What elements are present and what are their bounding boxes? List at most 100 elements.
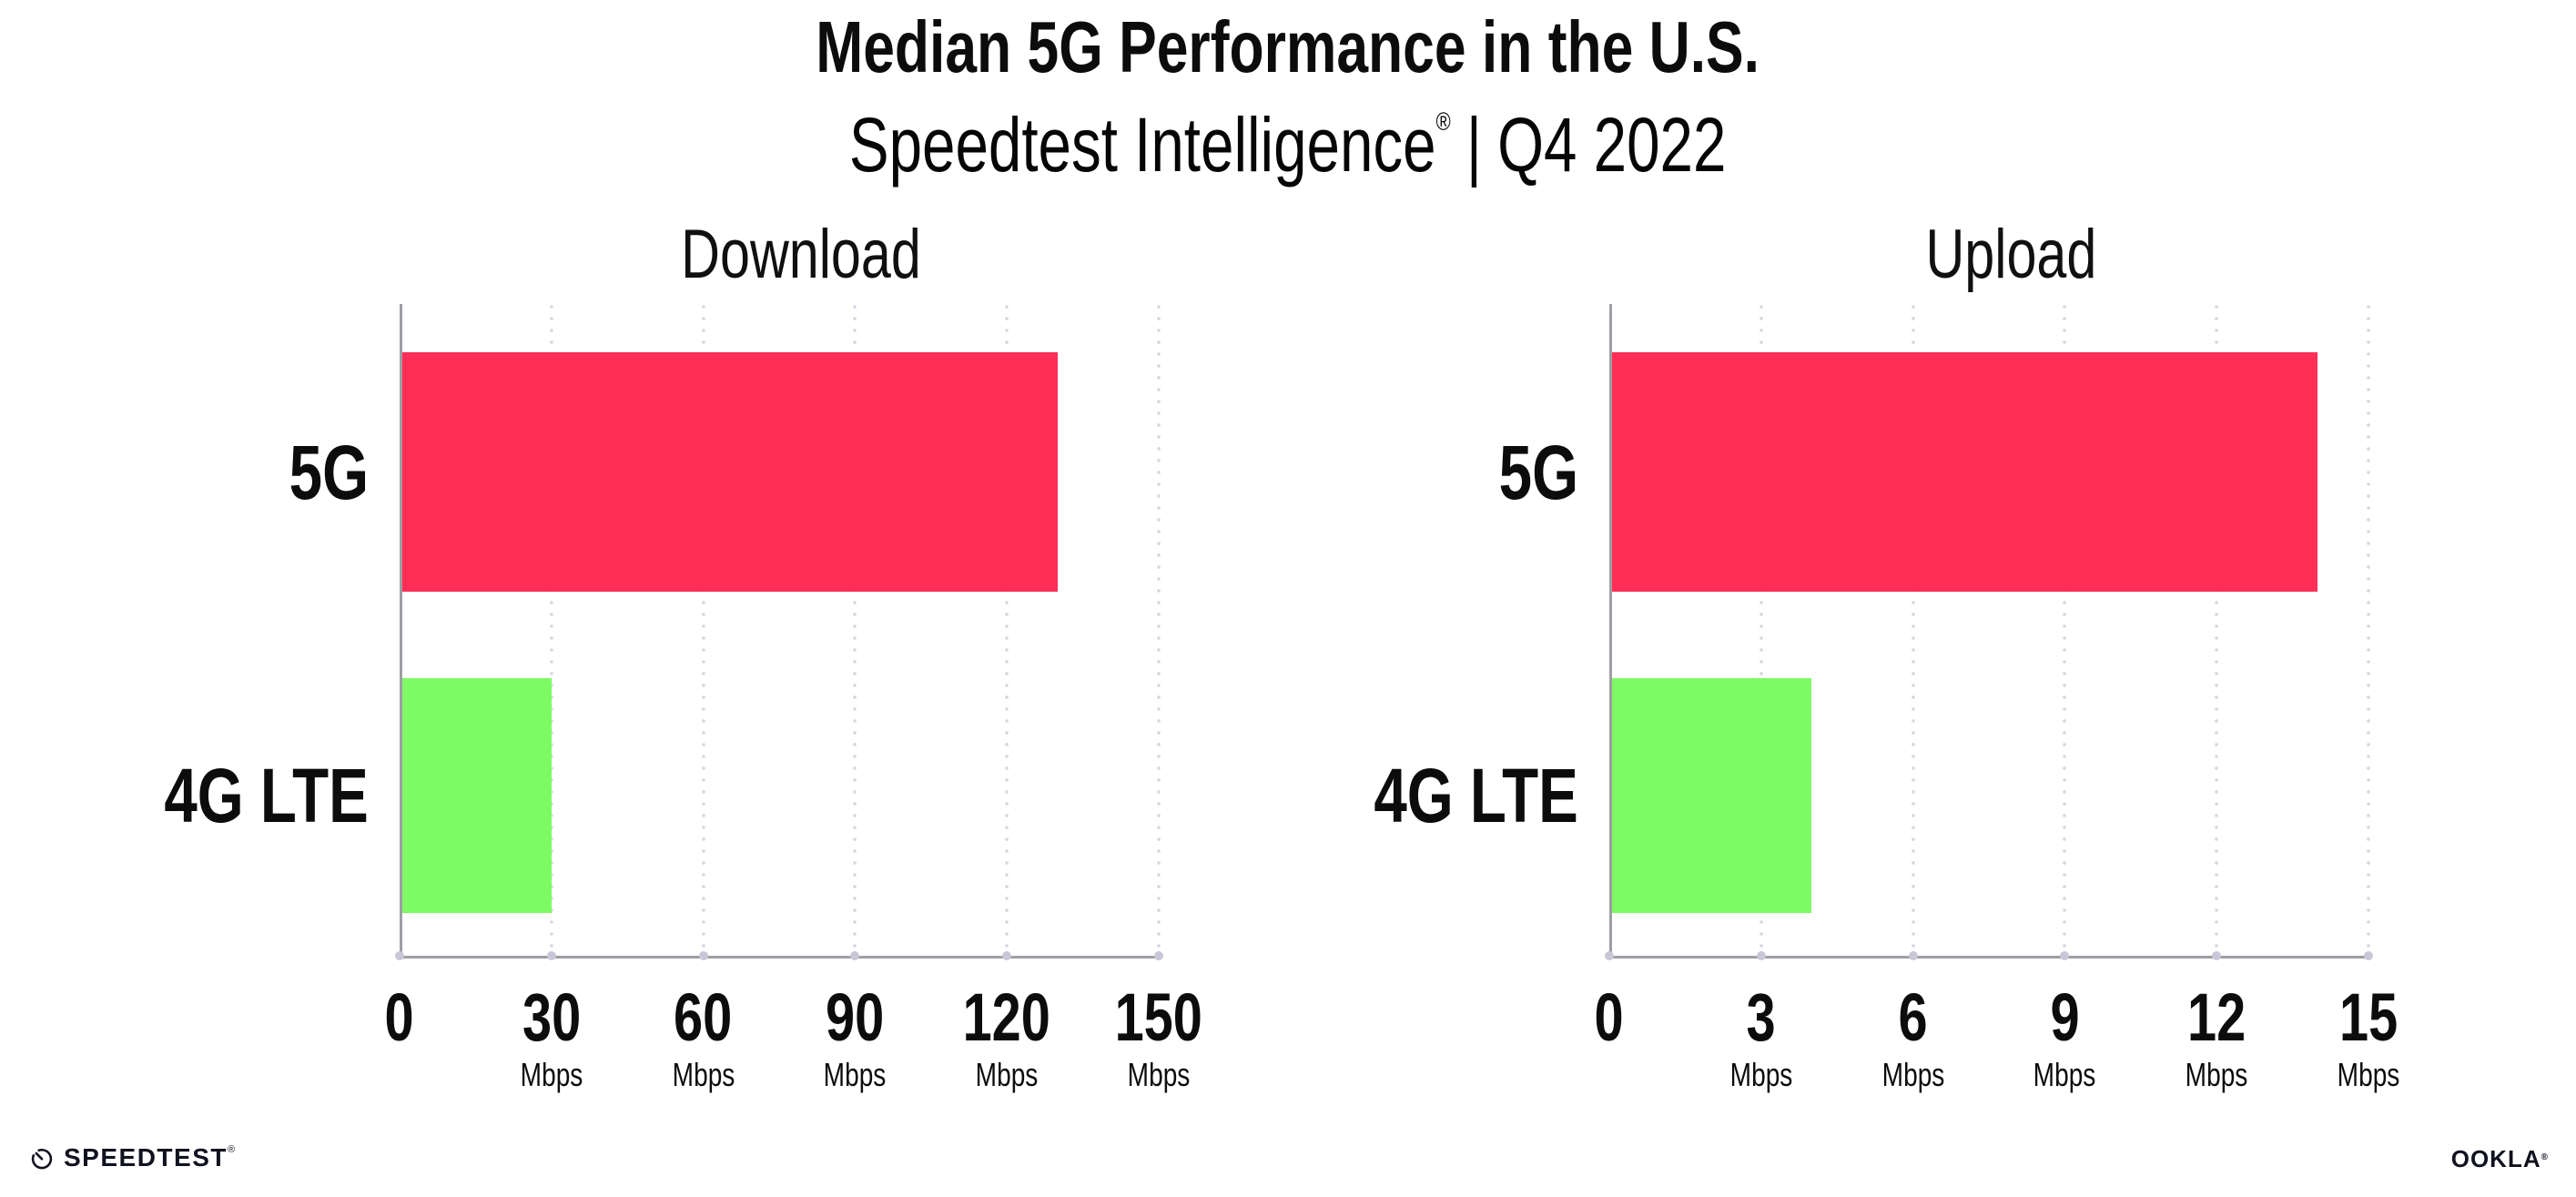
gridline-upload-12 xyxy=(2215,304,2219,956)
speedtest-registered-mark: ® xyxy=(227,1144,236,1155)
x-tick-unit-text: Mbps xyxy=(1881,1056,1944,1093)
axis-tick-dot-upload-12 xyxy=(2212,951,2222,960)
axis-tick-dot-download-0 xyxy=(395,951,404,960)
bar-4g-lte-download xyxy=(402,678,552,913)
x-tick-value-upload-6: 6 xyxy=(1813,983,2013,1052)
axis-tick-dot-download-120 xyxy=(1002,951,1012,960)
page-title-text: Median 5G Performance in the U.S. xyxy=(816,6,1760,87)
x-tick-value-download-120: 120 xyxy=(907,983,1107,1052)
x-tick-value-upload-0: 0 xyxy=(1509,983,1709,1052)
x-tick-value-download-30: 30 xyxy=(451,983,652,1052)
category-label-4g-lte-download: 4G LTE xyxy=(106,741,369,850)
axis-tick-dot-upload-6 xyxy=(1908,951,1918,960)
x-tick-value-text: 9 xyxy=(2050,979,2080,1055)
axis-tick-dot-upload-15 xyxy=(2364,951,2373,960)
page-title: Median 5G Performance in the U.S. xyxy=(0,5,2576,89)
x-tick-label-download-120: 120 Mbps xyxy=(907,983,1107,1094)
axis-tick-dot-upload-3 xyxy=(1756,951,1766,960)
speedtest-gauge-icon xyxy=(31,1148,53,1170)
gridline-download-120 xyxy=(1005,304,1009,956)
registered-trademark-mark: ® xyxy=(1435,107,1452,136)
ookla-registered-mark: ® xyxy=(2541,1152,2549,1162)
x-tick-unit-text: Mbps xyxy=(824,1056,887,1093)
x-tick-unit-upload-9: Mbps xyxy=(1964,1056,2165,1094)
axis-tick-dot-download-90 xyxy=(850,951,860,960)
x-tick-value-text: 12 xyxy=(2187,979,2246,1055)
axis-tick-dot-download-30 xyxy=(546,951,556,960)
category-label-5g-download: 5G xyxy=(267,418,369,527)
plot-area-upload xyxy=(1609,304,2371,959)
category-label-5g-upload: 5G xyxy=(1476,418,1578,527)
gridline-download-60 xyxy=(701,304,705,956)
x-tick-label-download-90: 90 Mbps xyxy=(755,983,955,1094)
category-label-text: 4G LTE xyxy=(164,753,369,838)
x-tick-label-upload-12: 12 Mbps xyxy=(2116,983,2317,1094)
x-tick-unit-text: Mbps xyxy=(2337,1056,2400,1093)
subtitle-period: Q4 2022 xyxy=(1497,102,1727,188)
x-tick-unit-upload-6: Mbps xyxy=(1813,1056,2013,1094)
x-tick-value-upload-15: 15 xyxy=(2268,983,2469,1052)
x-tick-unit-upload-15: Mbps xyxy=(2268,1056,2469,1094)
gridline-upload-15 xyxy=(2367,304,2370,956)
x-tick-value-text: 150 xyxy=(1114,979,1203,1055)
x-tick-value-download-0: 0 xyxy=(299,983,500,1052)
category-label-text: 5G xyxy=(1498,429,1578,515)
x-tick-unit-upload-12: Mbps xyxy=(2116,1056,2317,1094)
x-tick-value-download-60: 60 xyxy=(603,983,804,1052)
x-tick-label-download-150: 150 Mbps xyxy=(1059,983,1259,1094)
subtitle-separator: | xyxy=(1466,102,1483,188)
x-tick-value-download-150: 150 xyxy=(1059,983,1259,1052)
chart-title-upload-text: Upload xyxy=(1925,216,2096,293)
chart-title-download-text: Download xyxy=(681,216,921,293)
gridline-download-30 xyxy=(549,304,553,956)
gridline-upload-3 xyxy=(1759,304,1763,956)
subtitle-brand: Speedtest Intelligence xyxy=(849,102,1436,188)
x-tick-label-upload-15: 15 Mbps xyxy=(2268,983,2469,1094)
bar-4g-lte-upload xyxy=(1612,678,1812,913)
x-tick-unit-text: Mbps xyxy=(672,1056,735,1093)
ookla-wordmark: OOKLA xyxy=(2450,1145,2541,1172)
axis-tick-dot-download-60 xyxy=(698,951,708,960)
x-tick-value-text: 90 xyxy=(826,979,885,1055)
x-tick-label-upload-0: 0 xyxy=(1509,983,1709,1052)
x-tick-value-text: 0 xyxy=(384,979,415,1055)
x-tick-unit-text: Mbps xyxy=(2185,1056,2248,1093)
x-tick-unit-download-150: Mbps xyxy=(1059,1056,1259,1094)
x-tick-value-upload-12: 12 xyxy=(2116,983,2317,1052)
x-tick-unit-download-120: Mbps xyxy=(907,1056,1107,1094)
x-tick-value-text: 30 xyxy=(522,979,581,1055)
speedtest-logo: SPEEDTEST ® xyxy=(29,1143,235,1172)
x-tick-label-upload-3: 3 Mbps xyxy=(1661,983,1861,1094)
x-tick-value-upload-9: 9 xyxy=(1964,983,2165,1052)
axis-tick-dot-upload-0 xyxy=(1605,951,1614,960)
plot-area-download xyxy=(400,304,1161,959)
x-tick-value-text: 6 xyxy=(1898,979,1928,1055)
x-tick-unit-download-30: Mbps xyxy=(451,1056,652,1094)
gridline-download-90 xyxy=(853,304,857,956)
category-label-text: 4G LTE xyxy=(1374,753,1578,838)
x-tick-value-download-90: 90 xyxy=(755,983,955,1052)
x-tick-unit-text: Mbps xyxy=(975,1056,1039,1093)
x-tick-value-text: 60 xyxy=(674,979,733,1055)
gridline-download-150 xyxy=(1157,304,1161,956)
x-tick-value-text: 120 xyxy=(963,979,1051,1055)
x-tick-unit-text: Mbps xyxy=(1729,1056,1793,1093)
x-tick-value-upload-3: 3 xyxy=(1661,983,1861,1052)
ookla-logo: OOKLA® xyxy=(2451,1145,2549,1173)
x-tick-unit-download-60: Mbps xyxy=(603,1056,804,1094)
chart-title-upload: Upload xyxy=(1738,217,2284,293)
x-tick-label-download-30: 30 Mbps xyxy=(451,983,652,1094)
x-tick-unit-text: Mbps xyxy=(520,1056,583,1093)
x-tick-unit-text: Mbps xyxy=(2033,1056,2096,1093)
gridline-upload-6 xyxy=(1911,304,1915,956)
bar-5g-upload xyxy=(1612,352,2318,592)
x-tick-label-download-60: 60 Mbps xyxy=(603,983,804,1094)
category-label-4g-lte-upload: 4G LTE xyxy=(1316,741,1578,850)
x-tick-value-text: 3 xyxy=(1746,979,1776,1055)
x-tick-label-upload-9: 9 Mbps xyxy=(1964,983,2165,1094)
gridline-upload-9 xyxy=(2063,304,2067,956)
axis-tick-dot-upload-9 xyxy=(2060,951,2070,960)
x-tick-label-download-0: 0 xyxy=(299,983,500,1052)
chart-title-download: Download xyxy=(528,217,1074,293)
